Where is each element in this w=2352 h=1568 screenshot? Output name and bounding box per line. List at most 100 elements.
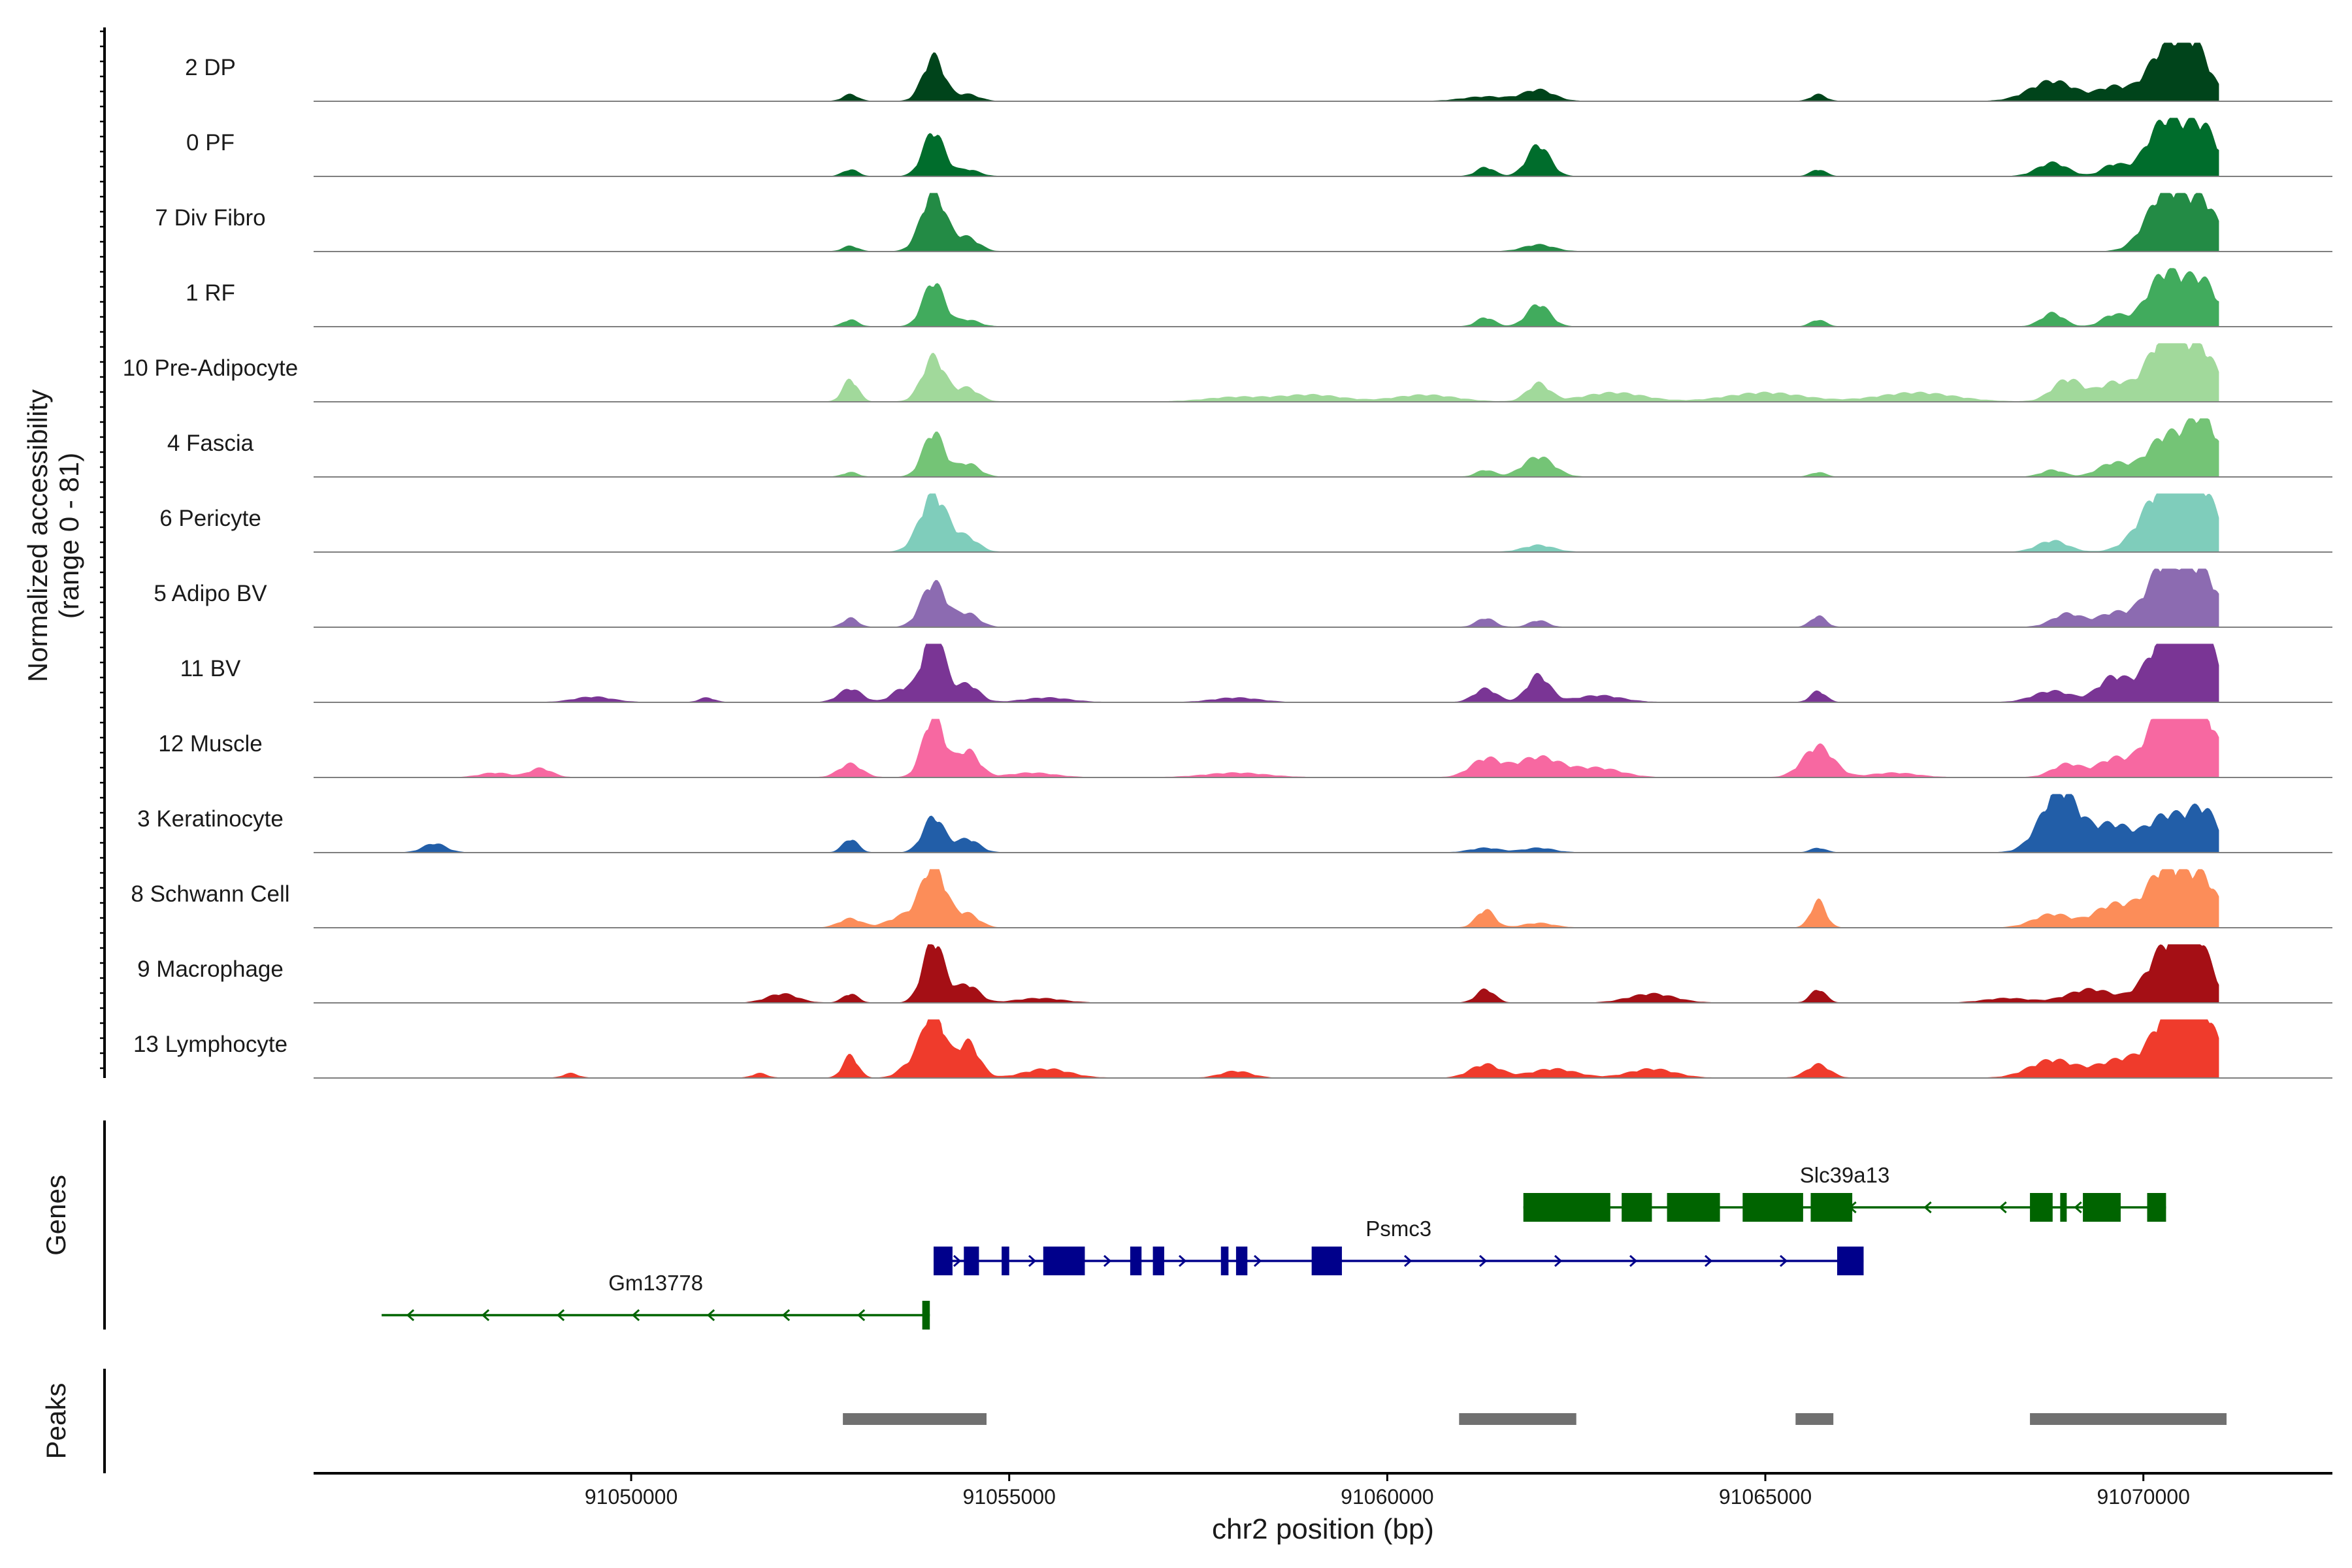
strand-arrow <box>1028 1254 1037 1267</box>
coverage-area-2-dp <box>359 42 2219 101</box>
strand-arrow <box>1779 1254 1788 1267</box>
strand-arrow <box>1178 1254 1187 1267</box>
gene-exon <box>1002 1247 1009 1275</box>
track-8-schwann-cell: 8 Schwann Cell <box>131 869 2332 928</box>
gene-exon <box>2030 1193 2053 1222</box>
gene-exon <box>933 1247 953 1275</box>
strand-arrow <box>1478 1254 1488 1267</box>
track-label: 8 Schwann Cell <box>131 881 289 907</box>
gene-psmc3: Psmc3 <box>933 1217 1864 1275</box>
coverage-area-8-schwann-cell <box>359 869 2219 928</box>
strand-arrow <box>781 1309 791 1322</box>
strand-arrow <box>1103 1254 1112 1267</box>
strand-arrow <box>1999 1201 2007 1214</box>
track-0-pf: 0 PF <box>186 118 2332 177</box>
strand-arrow <box>1554 1254 1563 1267</box>
strand-arrow <box>1403 1254 1413 1267</box>
gene-exon <box>1130 1247 1142 1275</box>
gene-label: Slc39a13 <box>1800 1163 1890 1187</box>
track-3-keratinocyte: 3 Keratinocyte <box>137 794 2332 853</box>
x-axis-tick-label: 91050000 <box>585 1485 678 1509</box>
track-9-macrophage: 9 Macrophage <box>137 944 2332 1004</box>
track-label: 9 Macrophage <box>137 956 284 982</box>
x-axis-ticks: 91050000 91055000 91060000 91065000 91070000 <box>585 1473 2190 1509</box>
track-5-adipo-bv: 5 Adipo BV <box>154 568 2332 628</box>
track-7-div-fibro: 7 Div Fibro <box>155 193 2332 252</box>
track-label: 1 RF <box>186 280 235 306</box>
peak-region <box>2030 1413 2227 1425</box>
track-13-lymphocyte: 13 Lymphocyte <box>133 1019 2332 1079</box>
gene-exon <box>2060 1193 2067 1222</box>
strand-arrow <box>857 1309 866 1322</box>
coverage-y-axis <box>100 27 106 1078</box>
track-label: 13 Lymphocyte <box>133 1032 287 1057</box>
strand-arrow <box>1253 1254 1262 1267</box>
track-label: 4 Fascia <box>167 431 254 456</box>
gene-exon <box>1043 1247 1085 1275</box>
x-axis-tick-label: 91070000 <box>2097 1485 2189 1509</box>
x-axis-tick-label: 91060000 <box>1341 1485 1433 1509</box>
coverage-area-13-lymphocyte <box>359 1019 2219 1078</box>
track-label: 3 Keratinocyte <box>137 806 284 832</box>
gene-exon <box>2147 1193 2166 1222</box>
gene-exon <box>1667 1193 1720 1222</box>
track-label: 11 BV <box>180 656 241 681</box>
track-label: 2 DP <box>185 55 236 80</box>
coverage-area-0-pf <box>359 118 2219 176</box>
y-axis-title: Normalized accessibility (range 0 - 81) <box>22 389 84 682</box>
strand-arrow <box>1923 1201 1932 1214</box>
track-label: 5 Adipo BV <box>154 581 267 606</box>
coverage-area-3-keratinocyte <box>359 794 2219 853</box>
track-11-bv: 11 BV <box>180 644 2332 703</box>
track-2-dp: 2 DP <box>185 42 2332 102</box>
coverage-tracks: 2 DP 0 PF 7 Div Fibro 1 RF 10 Pre-Adipocyte 4… <box>123 42 2332 1079</box>
peak-regions-track <box>843 1413 2227 1425</box>
strand-arrow <box>1704 1254 1713 1267</box>
coverage-area-12-muscle <box>359 719 2219 777</box>
track-6-pericyte: 6 Pericyte <box>159 493 2332 553</box>
gene-exon <box>1523 1193 1610 1222</box>
track-label: 12 Muscle <box>158 731 263 757</box>
track-label: 6 Pericyte <box>159 506 261 531</box>
track-10-pre-adipocyte: 10 Pre-Adipocyte <box>123 343 2332 402</box>
track-label: 10 Pre-Adipocyte <box>123 355 298 381</box>
strand-arrow <box>953 1254 962 1267</box>
strand-arrow <box>556 1309 565 1322</box>
gene-gm13778: Gm13778 <box>382 1271 930 1330</box>
y-axis-title-line1: Normalized accessibility <box>22 389 53 682</box>
gene-exon <box>922 1301 930 1330</box>
strand-arrow <box>481 1309 490 1322</box>
peaks-track-title: Peaks <box>41 1383 71 1460</box>
peak-region <box>1795 1413 1834 1425</box>
y-axis-title-line2: (range 0 - 81) <box>54 453 84 619</box>
peak-region <box>1459 1413 1576 1425</box>
gene-slc39a13: Slc39a13 <box>1523 1163 2166 1222</box>
gene-exon <box>1311 1247 1342 1275</box>
track-1-rf: 1 RF <box>186 268 2332 327</box>
x-axis-tick-label: 91065000 <box>1719 1485 1812 1509</box>
gene-label: Psmc3 <box>1365 1217 1431 1241</box>
x-axis-tick-label: 91055000 <box>963 1485 1056 1509</box>
gene-exon <box>964 1247 979 1275</box>
track-label: 7 Div Fibro <box>155 205 265 231</box>
coverage-area-11-bv <box>359 644 2219 702</box>
strand-arrow <box>406 1309 415 1322</box>
strand-arrow <box>631 1309 640 1322</box>
gene-exon <box>1622 1193 1652 1222</box>
peak-region <box>843 1413 987 1425</box>
strand-arrow <box>1629 1254 1638 1267</box>
track-4-fascia: 4 Fascia <box>167 418 2332 478</box>
gene-exon <box>1810 1193 1853 1222</box>
gene-exon <box>1220 1247 1229 1275</box>
strand-arrow <box>706 1309 715 1322</box>
gene-exon <box>1742 1193 1803 1222</box>
gene-label: Gm13778 <box>608 1271 703 1295</box>
gene-exon <box>2083 1193 2121 1222</box>
track-12-muscle: 12 Muscle <box>158 719 2332 778</box>
gene-exon <box>1837 1247 1864 1275</box>
x-axis-title: chr2 position (bp) <box>1212 1513 1434 1545</box>
track-label: 0 PF <box>186 130 235 155</box>
gene-exon <box>1235 1247 1248 1275</box>
